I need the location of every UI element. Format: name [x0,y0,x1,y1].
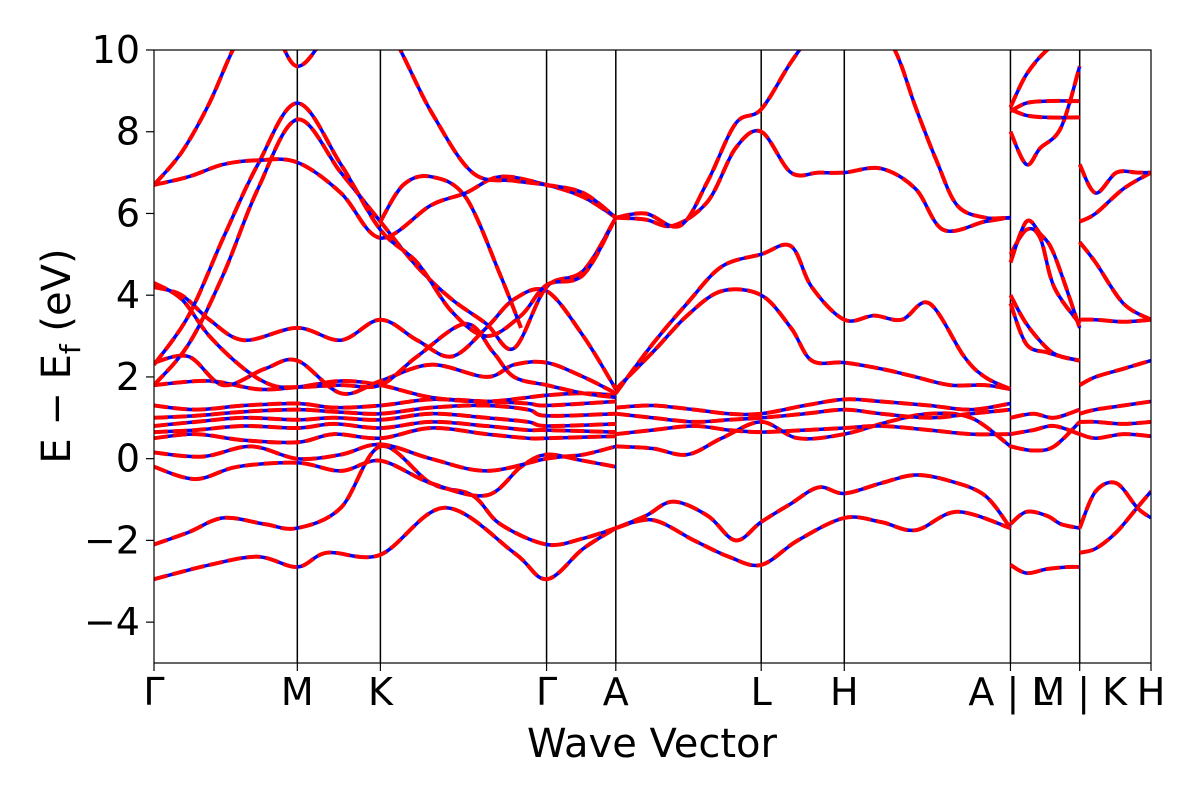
x-tick-label-2: K [368,670,394,714]
band-line-comparison-8 [154,397,616,412]
band-line-comparison-16 [154,50,618,220]
band-line-comparison-5 [154,419,616,435]
x-tick-label-5: L [751,670,772,714]
band-line-comparison-40 [1009,107,1080,120]
band-line-reference-28 [615,50,1011,229]
band-line-comparison-14 [154,101,618,366]
x-tick-label-1: M [281,670,314,714]
band-line-comparison-37 [1008,218,1082,329]
y-tick-label-1: −2 [84,518,140,562]
y-tick-label-7: 10 [92,28,140,72]
band-line-comparison-32 [1010,423,1081,437]
band-line-comparison-0 [154,505,617,582]
x-axis-title: Wave Vector [527,721,778,767]
band-line-comparison-10 [154,353,617,396]
band-line-comparison-22 [615,423,1011,437]
high-symmetry-lines [296,50,1081,663]
band-line-comparison-43 [1077,480,1151,529]
y-tick-label-3: 2 [116,355,140,399]
band-line-comparison-39 [1009,98,1080,114]
band-line-comparison-47 [1078,358,1151,387]
band-line-comparison-49 [1078,240,1151,322]
band-line-comparison-44 [1079,432,1151,441]
y-tick-label-5: 6 [116,191,140,235]
band-line-comparison-2 [154,452,617,498]
y-axis: −4 −2 0 2 4 6 8 10 [84,28,154,644]
band-line-comparison-42 [1079,490,1151,555]
band-line-comparison-35 [1008,294,1081,363]
band-line-comparison-11 [154,285,618,391]
plot-background [154,50,1151,663]
band-line-comparison-25 [614,287,1011,392]
band-line-comparison-26 [614,242,1012,395]
band-line-comparison-12 [154,281,617,400]
y-axis-title: E − Ef (eV) [34,248,87,463]
band-line-comparison-31 [1010,420,1082,453]
band-line-comparison-7 [154,403,616,420]
band-line-comparison-45 [1079,419,1151,426]
x-tick-label-0: Γ [143,670,164,714]
x-tick-label-8: M | K [1032,670,1128,715]
band-line-comparison-18 [380,8,546,42]
band-line-comparison-17 [378,174,523,329]
band-line-comparison-29 [1009,509,1081,531]
bands [154,8,1151,582]
band-line-comparison-4 [154,425,616,445]
x-tick-label-9: H [1137,670,1166,714]
band-line-comparison-23 [615,407,1011,424]
x-tick-label-4: A [603,670,629,714]
band-line-comparison-51 [1077,163,1151,195]
band-line-comparison-38 [1008,65,1082,167]
band-line-comparison-46 [1079,399,1151,416]
y-tick-label-2: 0 [116,437,140,481]
x-tick-label-3: Γ [536,670,557,714]
band-line-comparison-13 [154,117,618,387]
band-line-comparison-27 [615,128,1011,234]
band-line-comparison-19 [615,472,1013,543]
y-tick-label-6: 8 [116,110,140,154]
y-tick-label-4: 4 [116,273,140,317]
band-line-comparison-20 [615,509,1012,568]
band-line-comparison-3 [154,442,617,473]
band-line-comparison-21 [615,411,1012,457]
band-line-comparison-48 [1079,317,1151,324]
band-line-comparison-50 [1078,170,1151,224]
band-line-comparison-33 [1010,407,1081,420]
band-line-comparison-41 [1008,50,1051,109]
band-line-comparison-24 [615,397,1011,417]
band-line-comparison-30 [1009,563,1080,576]
x-tick-label-7: A | L [968,670,1052,715]
plot-frame [153,49,1152,664]
band-line-reference-18 [380,8,546,42]
band-line-comparison-6 [154,411,616,429]
y-tick-label-0: −4 [84,600,140,644]
x-tick-label-6: H [830,670,859,714]
